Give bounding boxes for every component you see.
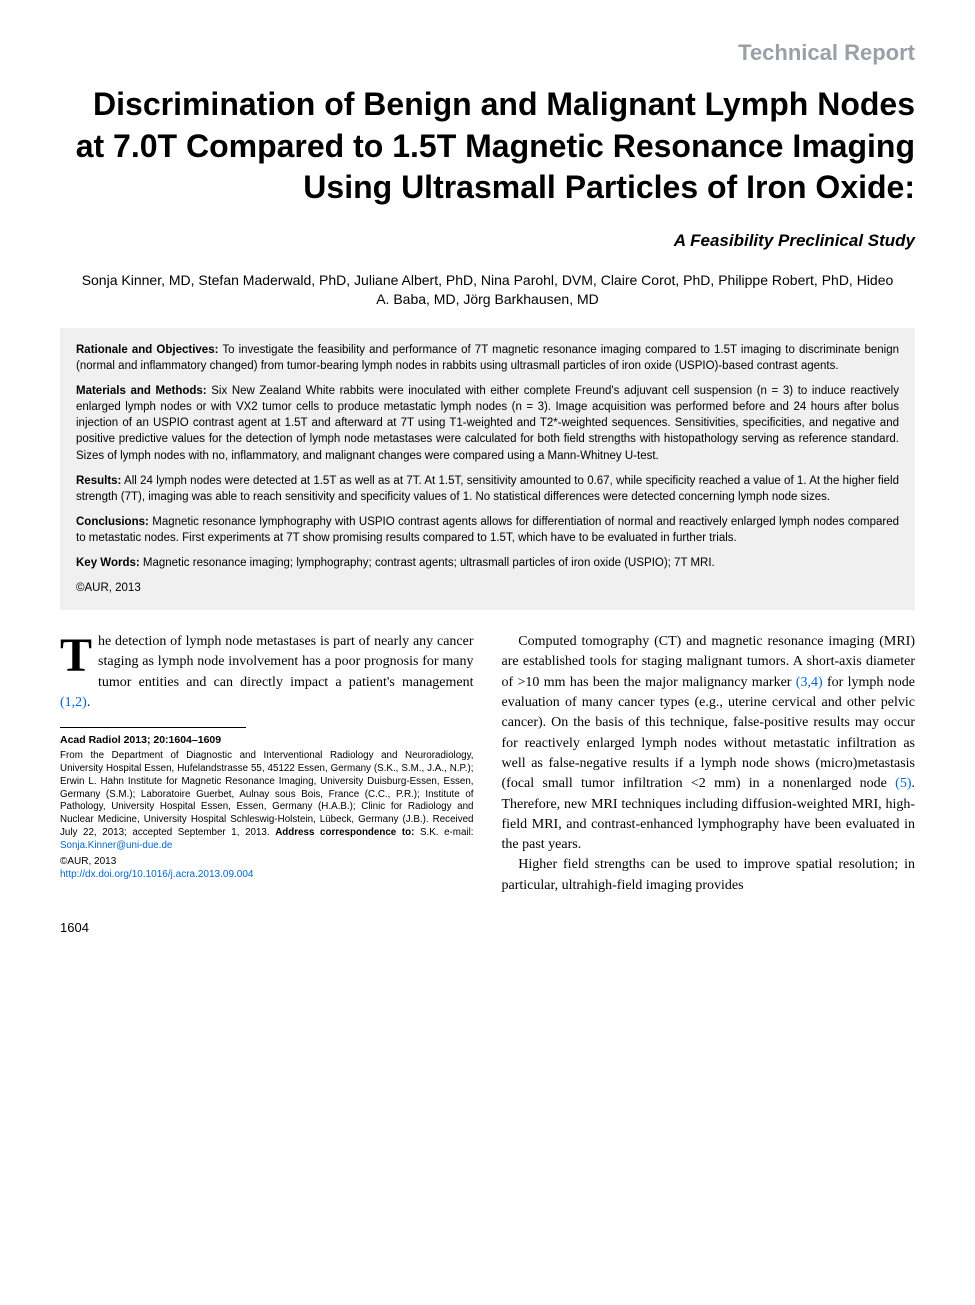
keywords-label: Key Words:	[76, 557, 140, 569]
abstract-results: Results: All 24 lymph nodes were detecte…	[76, 473, 899, 505]
left-column: The detection of lymph node metastases i…	[60, 632, 474, 896]
intro-paragraph: The detection of lymph node metastases i…	[60, 632, 474, 713]
rationale-label: Rationale and Objectives:	[76, 344, 218, 356]
article-subtitle: A Feasibility Preclinical Study	[60, 231, 915, 251]
abstract-keywords: Key Words: Magnetic resonance imaging; l…	[76, 555, 899, 571]
affiliations-text-a: From the Department of Diagnostic and In…	[60, 750, 474, 837]
abstract-copyright: ©AUR, 2013	[76, 580, 899, 596]
results-text: All 24 lymph nodes were detected at 1.5T…	[76, 475, 899, 503]
section-label: Technical Report	[60, 40, 915, 66]
intro-text-body: he detection of lymph node metastases is…	[98, 634, 473, 690]
body-paragraph-1: Computed tomography (CT) and magnetic re…	[502, 632, 916, 855]
abstract-rationale: Rationale and Objectives: To investigate…	[76, 342, 899, 374]
p1-text-b: for lymph node evaluation of many cancer…	[502, 675, 916, 791]
footnote-divider	[60, 727, 246, 728]
correspondence-label: Address correspondence to:	[275, 827, 414, 838]
abstract-conclusions: Conclusions: Magnetic resonance lymphogr…	[76, 514, 899, 546]
abstract-methods: Materials and Methods: Six New Zealand W…	[76, 383, 899, 463]
footer-copyright: ©AUR, 2013	[60, 856, 474, 867]
author-affiliations: From the Department of Diagnostic and In…	[60, 750, 474, 852]
ref-link-3-4[interactable]: (3,4)	[796, 675, 823, 690]
conclusions-label: Conclusions:	[76, 516, 149, 528]
journal-citation: Acad Radiol 2013; 20:1604–1609	[60, 734, 474, 746]
body-paragraph-2: Higher field strengths can be used to im…	[502, 855, 916, 896]
keywords-text: Magnetic resonance imaging; lymphography…	[140, 557, 715, 569]
intro-period: .	[87, 695, 91, 710]
ref-link-5[interactable]: (5)	[895, 776, 911, 791]
body-columns: The detection of lymph node metastases i…	[60, 632, 915, 896]
dropcap: T	[60, 632, 98, 677]
affiliations-text-b: S.K. e-mail:	[414, 827, 473, 838]
results-label: Results:	[76, 475, 121, 487]
right-column: Computed tomography (CT) and magnetic re…	[502, 632, 916, 896]
correspondence-email[interactable]: Sonja.Kinner@uni-due.de	[60, 840, 172, 851]
methods-label: Materials and Methods:	[76, 385, 207, 397]
abstract-box: Rationale and Objectives: To investigate…	[60, 328, 915, 610]
ref-link-1-2[interactable]: (1,2)	[60, 695, 87, 710]
author-list: Sonja Kinner, MD, Stefan Maderwald, PhD,…	[60, 271, 915, 310]
page-number: 1604	[60, 920, 915, 935]
article-title: Discrimination of Benign and Malignant L…	[60, 84, 915, 209]
conclusions-text: Magnetic resonance lymphography with USP…	[76, 516, 899, 544]
doi-link[interactable]: http://dx.doi.org/10.1016/j.acra.2013.09…	[60, 869, 474, 880]
